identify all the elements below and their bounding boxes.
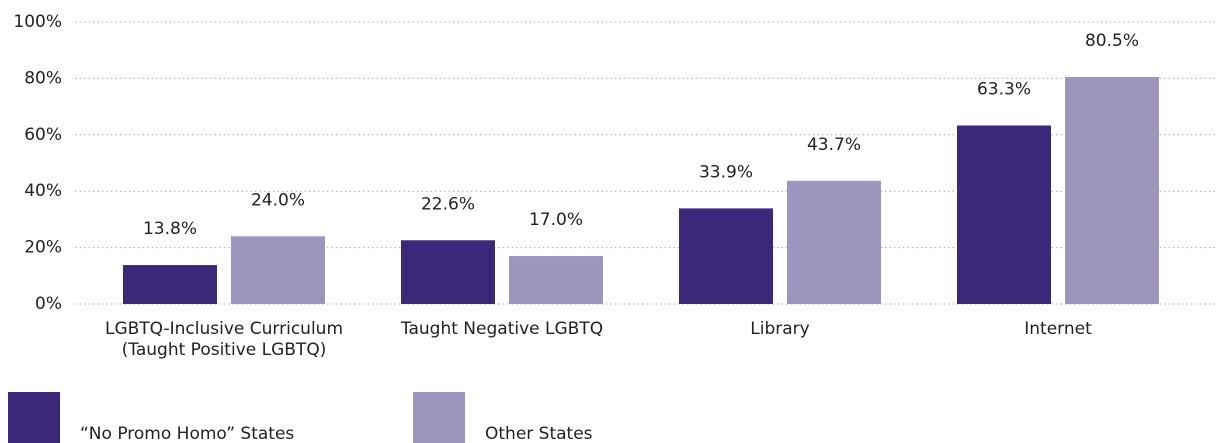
x-tick-label-line: Internet bbox=[1024, 319, 1092, 339]
value-label: 33.9% bbox=[699, 162, 753, 182]
x-tick-label-line: Taught Negative LGBTQ bbox=[400, 319, 603, 339]
x-tick-label: LGBTQ-Inclusive Curriculum (Taught Positi… bbox=[105, 319, 343, 360]
bar bbox=[231, 236, 325, 304]
bar bbox=[509, 256, 603, 304]
x-tick-label-line: (Taught Positive LGBTQ) bbox=[122, 340, 327, 360]
value-label: 22.6% bbox=[421, 194, 475, 214]
legend-swatch bbox=[413, 392, 465, 443]
bar bbox=[1065, 76, 1159, 305]
bar bbox=[679, 208, 773, 304]
value-label: 43.7% bbox=[807, 135, 861, 155]
value-label: 13.8% bbox=[143, 219, 197, 239]
bar bbox=[401, 240, 495, 304]
value-label: 24.0% bbox=[251, 190, 305, 210]
y-tick-label: 60% bbox=[24, 125, 62, 145]
legend-swatch bbox=[8, 392, 60, 443]
legend-label: Other States bbox=[485, 424, 593, 443]
bar bbox=[787, 180, 881, 304]
value-label: 80.5% bbox=[1085, 31, 1139, 51]
value-label: 63.3% bbox=[977, 79, 1031, 99]
bar bbox=[123, 265, 217, 304]
y-tick-label: 40% bbox=[24, 181, 62, 201]
x-tick-label: Library bbox=[750, 319, 809, 339]
y-tick-label: 100% bbox=[13, 12, 62, 32]
x-tick-label-line: LGBTQ-Inclusive Curriculum bbox=[105, 319, 343, 339]
x-tick-label: Taught Negative LGBTQ bbox=[400, 319, 603, 339]
y-tick-label: 0% bbox=[35, 294, 62, 314]
x-tick-label-line: Library bbox=[750, 319, 809, 339]
legend-label: “No Promo Homo” States bbox=[80, 424, 294, 443]
y-tick-label: 20% bbox=[24, 238, 62, 258]
bar bbox=[957, 125, 1051, 304]
y-tick-label: 80% bbox=[24, 68, 62, 88]
value-label: 17.0% bbox=[529, 210, 583, 230]
x-tick-label: Internet bbox=[1024, 319, 1092, 339]
